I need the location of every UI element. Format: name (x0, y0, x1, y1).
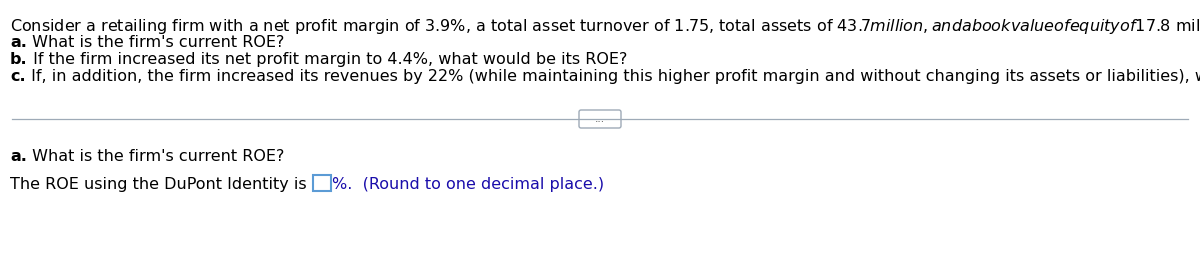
FancyBboxPatch shape (580, 110, 622, 128)
Text: If, in addition, the firm increased its revenues by 22% (while maintaining this : If, in addition, the firm increased its … (25, 69, 1200, 84)
Text: b.: b. (10, 52, 28, 67)
Text: c.: c. (10, 69, 25, 84)
Text: %.  (Round to one decimal place.): %. (Round to one decimal place.) (331, 177, 604, 192)
Text: a.: a. (10, 149, 26, 164)
Text: What is the firm's current ROE?: What is the firm's current ROE? (26, 35, 284, 50)
Text: Consider a retailing firm with a net profit margin of 3.9%, a total asset turnov: Consider a retailing firm with a net pro… (10, 17, 1200, 36)
Text: What is the firm's current ROE?: What is the firm's current ROE? (26, 149, 284, 164)
Text: If the firm increased its net profit margin to 4.4%, what would be its ROE?: If the firm increased its net profit mar… (28, 52, 628, 67)
Text: a.: a. (10, 35, 26, 50)
Text: The ROE using the DuPont Identity is: The ROE using the DuPont Identity is (10, 177, 312, 192)
FancyBboxPatch shape (313, 175, 331, 191)
Text: a. What is the firm's current ROE?: a. What is the firm's current ROE? (10, 35, 282, 50)
Text: ...: ... (595, 114, 605, 124)
